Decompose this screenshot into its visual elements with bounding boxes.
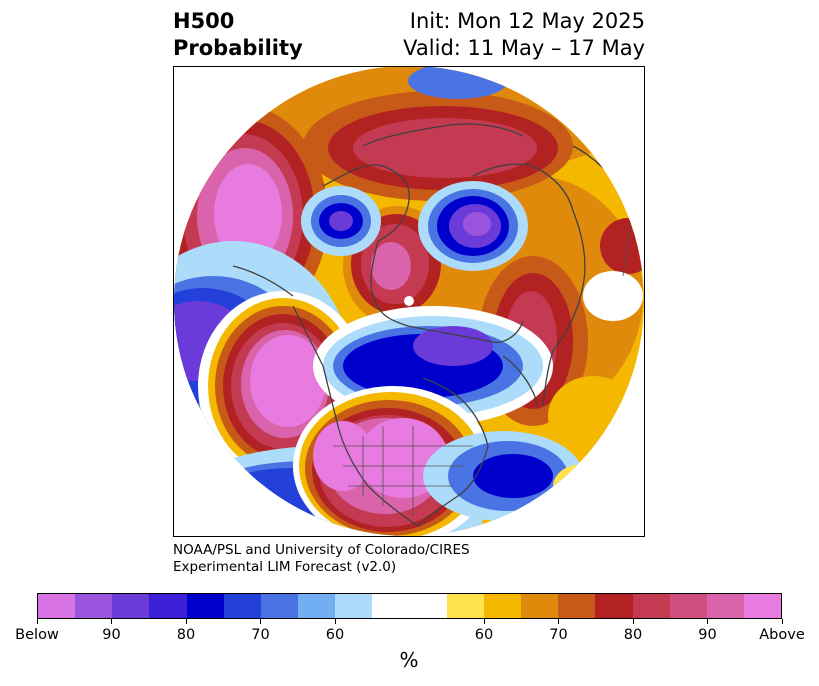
credit-line-1: NOAA/PSL and University of Colorado/CIRE…: [173, 542, 470, 558]
colorbar-tick-label: Below: [15, 627, 59, 643]
colorbar-tick-label: 70: [251, 627, 270, 643]
probability-field: [174, 66, 644, 536]
polar-map: [173, 66, 645, 537]
colorbar-tick-label: 80: [623, 627, 643, 643]
colorbar-segment: [558, 594, 596, 618]
product-name: Probability: [173, 36, 303, 60]
colorbar-tick-label: 70: [549, 627, 568, 643]
colorbar-segment: [298, 594, 336, 618]
colorbar-segment: [483, 594, 522, 618]
credit-line-2: Experimental LIM Forecast (v2.0): [173, 559, 397, 575]
colorbar-segment: [75, 594, 113, 618]
colorbar-segment: [521, 594, 559, 618]
colorbar-segment: [112, 594, 150, 618]
colorbar-segment: [409, 594, 447, 618]
credit-text: NOAA/PSL and University of Colorado/CIRE…: [173, 542, 470, 576]
map-title: H500 Probability: [173, 8, 303, 62]
colorbar-segment: [595, 594, 633, 618]
colorbar-tick-mark: [111, 619, 112, 624]
colorbar-tick-mark: [781, 619, 783, 624]
colorbar-unit: %: [399, 648, 419, 672]
colorbar-segment: [669, 594, 707, 618]
colorbar-tick-mark: [632, 619, 634, 624]
colorbar-tick-label: 90: [102, 627, 121, 643]
colorbar-segment: [335, 594, 373, 618]
colorbar-segment: [372, 594, 410, 618]
init-date: Init: Mon 12 May 2025: [409, 9, 645, 33]
map-frame: [173, 66, 645, 537]
colorbar-segment: [38, 594, 76, 618]
north-anomaly: [303, 91, 573, 201]
colorbar: [37, 593, 782, 619]
colorbar-tick-mark: [483, 619, 485, 624]
negative-cell-north: [418, 181, 528, 271]
colorbar-tick-mark: [707, 619, 708, 624]
colorbar-tick-label: Above: [759, 627, 805, 643]
colorbar-segment: [260, 594, 299, 618]
negative-cell-west: [301, 186, 381, 256]
colorbar-tick-label: 90: [698, 627, 717, 643]
colorbar-tick-label: 80: [176, 627, 196, 643]
colorbar-tick-mark: [558, 619, 559, 624]
colorbar-segment: [446, 594, 484, 618]
colorbar-tick-mark: [185, 619, 187, 624]
colorbar-tick-mark: [260, 619, 261, 624]
colorbar-segment: [186, 594, 224, 618]
colorbar-segment: [706, 594, 744, 618]
colorbar-segment: [743, 594, 782, 618]
colorbar-tick-label: 60: [474, 627, 494, 643]
colorbar-segment: [223, 594, 261, 618]
colorbar-segment: [149, 594, 187, 618]
colorbar-segment: [632, 594, 670, 618]
valid-period: Valid: 11 May – 17 May: [403, 36, 645, 60]
colorbar-tick-label: 60: [325, 627, 345, 643]
forecast-dates: Init: Mon 12 May 2025 Valid: 11 May – 17…: [403, 8, 645, 62]
colorbar-tick-mark: [36, 619, 38, 624]
field-name: H500: [173, 9, 235, 33]
colorbar-tick-mark: [334, 619, 336, 624]
